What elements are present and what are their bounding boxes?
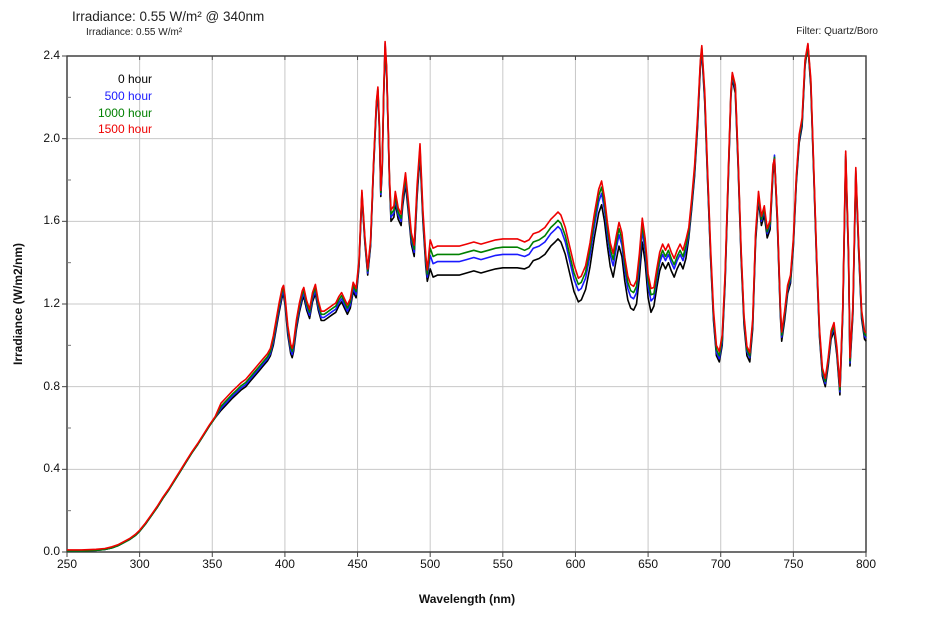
x-tick-label: 250 — [56, 557, 78, 571]
y-tick-label: 1.2 — [43, 296, 60, 310]
x-tick-label: 650 — [638, 557, 659, 571]
x-axis-label: Wavelength (nm) — [418, 592, 516, 606]
series-500-hour — [67, 42, 867, 552]
series-0-hour — [67, 44, 867, 552]
y-tick-label: 2.4 — [43, 48, 60, 62]
series-1500-hour — [67, 40, 867, 551]
y-tick-label: 0.4 — [43, 461, 60, 476]
y-tick-label: 0.8 — [43, 378, 60, 393]
y-tick-label: 1.6 — [43, 213, 60, 228]
y-axis-label: Irradiance (W/m2/nm) — [11, 242, 25, 366]
legend-item-1000-hour: 1000 hour — [97, 105, 152, 120]
x-tick-label: 450 — [347, 557, 368, 571]
filter-label: Filter: Quartz/Boro — [796, 26, 878, 37]
legend-item-500-hour: 500 hour — [104, 88, 152, 103]
x-tick-label: 600 — [565, 557, 586, 571]
x-tick-label: 750 — [783, 557, 804, 571]
chart-subtitle: Irradiance: 0.55 W/m² — [86, 27, 183, 38]
x-tick-label: 800 — [855, 557, 877, 571]
y-tick-label: 0.0 — [43, 544, 60, 558]
x-tick-label: 550 — [492, 557, 513, 571]
x-tick-label: 500 — [420, 557, 441, 571]
x-tick-label: 700 — [710, 557, 731, 571]
series-1000-hour — [67, 44, 867, 552]
legend-item-1500-hour: 1500 hour — [97, 122, 152, 137]
x-tick-label: 300 — [129, 557, 150, 571]
chart-title: Irradiance: 0.55 W/m² @ 340nm — [72, 9, 265, 24]
y-tick-label: 2.0 — [43, 130, 60, 145]
x-tick-label: 400 — [274, 557, 295, 571]
legend-item-0-hour: 0 hour — [117, 72, 152, 86]
x-tick-label: 350 — [202, 557, 223, 571]
legend: 0 hour 500 hour 1000 hour 1500 hour — [0, 71, 152, 138]
